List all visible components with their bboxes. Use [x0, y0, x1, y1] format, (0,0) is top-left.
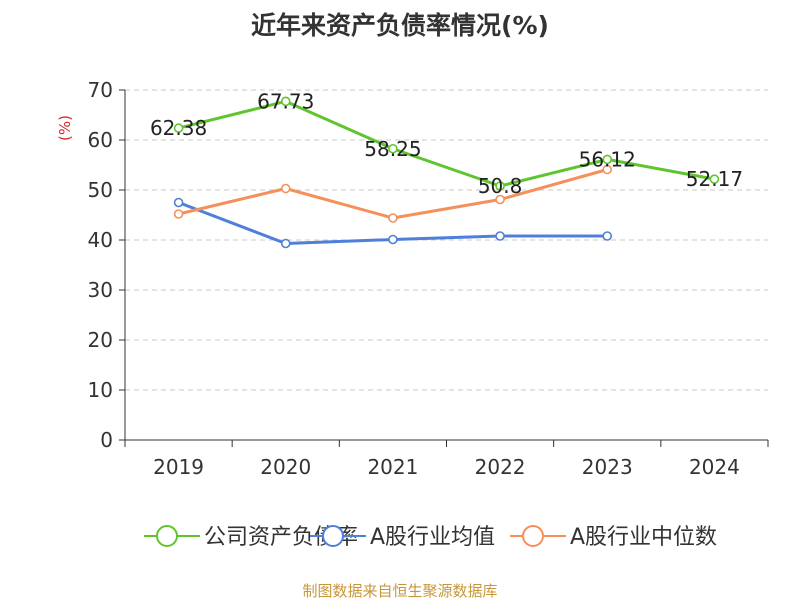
data-point	[388, 234, 398, 245]
x-tick-label: 2023	[582, 455, 633, 479]
series-lines	[173, 96, 720, 249]
x-tick-label: 2020	[260, 455, 311, 479]
chart-title: 近年来资产负债率情况(%)	[251, 11, 549, 40]
y-axis-label: (%)	[56, 115, 74, 141]
data-label: 58.25	[364, 137, 421, 161]
data-point	[388, 213, 398, 223]
series-line	[178, 99, 715, 188]
y-tick-label: 40	[88, 228, 113, 252]
data-label: 67.73	[257, 89, 314, 113]
data-point	[495, 181, 505, 191]
data-label: 62.38	[150, 116, 207, 140]
legend-label: A股行业中位数	[570, 525, 717, 550]
data-point	[280, 183, 291, 194]
data-point	[602, 154, 613, 165]
data-point	[173, 197, 184, 208]
y-tick-label: 0	[100, 428, 113, 452]
legend-marker	[522, 525, 544, 547]
legend-label: A股行业均值	[370, 525, 495, 550]
legend: 公司资产负债率 A股行业均值 A股行业中位数	[144, 525, 717, 550]
data-point	[388, 143, 398, 154]
y-tick-label: 60	[88, 128, 113, 152]
data-label: 50.8	[478, 174, 523, 198]
data-point	[602, 164, 613, 175]
data-point	[280, 238, 291, 249]
data-point	[602, 231, 613, 241]
data-label: 52.17	[686, 167, 743, 191]
y-tick-label: 50	[88, 178, 113, 202]
legend-marker	[156, 525, 178, 547]
x-tick-label: 2019	[153, 455, 204, 479]
y-tick-label: 70	[88, 78, 113, 102]
data-point	[173, 123, 184, 133]
data-point	[495, 194, 505, 205]
y-tick-label: 20	[88, 328, 113, 352]
axes: 0 10 20 30 40 50 60 70 2019 2020 2021 2022 2023 2024 (…	[56, 78, 769, 479]
data-point	[280, 96, 291, 107]
x-tick-label: 2024	[689, 455, 740, 479]
data-labels: 62.38 67.73 58.25 50.8 56.12 52.17	[150, 89, 743, 198]
x-tick-label: 2022	[475, 455, 526, 479]
data-point	[495, 231, 505, 241]
gridlines	[125, 89, 768, 391]
data-source-note: 制图数据来自恒生聚源数据库	[302, 582, 498, 600]
data-point	[173, 209, 184, 219]
y-tick-label: 30	[88, 278, 113, 302]
y-tick-label: 10	[88, 378, 113, 402]
legend-marker	[322, 525, 344, 547]
data-point	[709, 174, 720, 184]
x-tick-label: 2021	[367, 455, 418, 479]
data-label: 56.12	[579, 147, 636, 171]
